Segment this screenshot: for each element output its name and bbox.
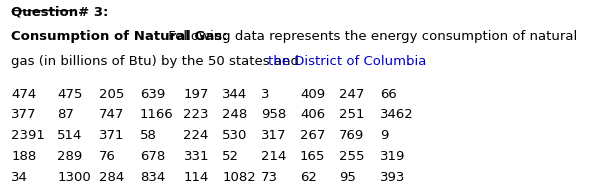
Text: 9: 9	[380, 129, 389, 142]
Text: 95: 95	[339, 171, 356, 184]
Text: 205: 205	[99, 88, 124, 100]
Text: 224: 224	[183, 129, 209, 142]
Text: 371: 371	[99, 129, 124, 142]
Text: 188: 188	[11, 150, 36, 163]
Text: 319: 319	[380, 150, 406, 163]
Text: 248: 248	[223, 108, 248, 121]
Text: 344: 344	[223, 88, 248, 100]
Text: 639: 639	[140, 88, 165, 100]
Text: 474: 474	[11, 88, 36, 100]
Text: gas (in billions of Btu) by the 50 states and: gas (in billions of Btu) by the 50 state…	[11, 55, 303, 68]
Text: 223: 223	[183, 108, 209, 121]
Text: 34: 34	[11, 171, 28, 184]
Text: 52: 52	[223, 150, 239, 163]
Text: 247: 247	[339, 88, 364, 100]
Text: .: .	[406, 55, 411, 68]
Text: 197: 197	[183, 88, 209, 100]
Text: 114: 114	[183, 171, 209, 184]
Text: 3462: 3462	[380, 108, 414, 121]
Text: 406: 406	[300, 108, 325, 121]
Text: 289: 289	[57, 150, 83, 163]
Text: 331: 331	[183, 150, 209, 163]
Text: 2391: 2391	[11, 129, 45, 142]
Text: 530: 530	[223, 129, 248, 142]
Text: 66: 66	[380, 88, 397, 100]
Text: 214: 214	[261, 150, 287, 163]
Text: 678: 678	[140, 150, 165, 163]
Text: 317: 317	[261, 129, 287, 142]
Text: Consumption of Natural Gas:: Consumption of Natural Gas:	[11, 30, 228, 43]
Text: 165: 165	[300, 150, 325, 163]
Text: 769: 769	[339, 129, 364, 142]
Text: 377: 377	[11, 108, 37, 121]
Text: 3: 3	[261, 88, 270, 100]
Text: 76: 76	[99, 150, 115, 163]
Text: 409: 409	[300, 88, 325, 100]
Text: Question# 3:: Question# 3:	[11, 6, 108, 19]
Text: 393: 393	[380, 171, 406, 184]
Text: 267: 267	[300, 129, 325, 142]
Text: Following data represents the energy consumption of natural: Following data represents the energy con…	[164, 30, 577, 43]
Text: 475: 475	[57, 88, 83, 100]
Text: 284: 284	[99, 171, 124, 184]
Text: 1082: 1082	[223, 171, 256, 184]
Text: 87: 87	[57, 108, 74, 121]
Text: 251: 251	[339, 108, 364, 121]
Text: 514: 514	[57, 129, 83, 142]
Text: 62: 62	[300, 171, 317, 184]
Text: 1166: 1166	[140, 108, 174, 121]
Text: the District of Columbia: the District of Columbia	[268, 55, 426, 68]
Text: 834: 834	[140, 171, 165, 184]
Text: 958: 958	[261, 108, 286, 121]
Text: 58: 58	[140, 129, 156, 142]
Text: 73: 73	[261, 171, 278, 184]
Text: 747: 747	[99, 108, 124, 121]
Text: 1300: 1300	[57, 171, 91, 184]
Text: 255: 255	[339, 150, 364, 163]
